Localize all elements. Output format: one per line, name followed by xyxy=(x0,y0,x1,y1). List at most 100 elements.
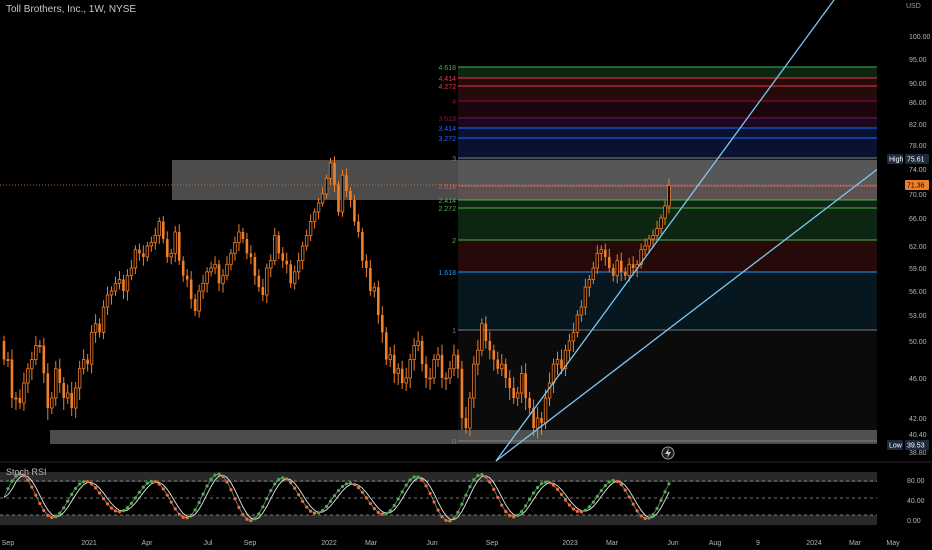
candle[interactable] xyxy=(555,351,560,376)
candle[interactable] xyxy=(472,356,476,408)
candle[interactable] xyxy=(98,318,101,338)
candle[interactable] xyxy=(38,340,42,354)
candle[interactable] xyxy=(333,156,336,193)
candle[interactable] xyxy=(189,271,193,309)
candle[interactable] xyxy=(392,344,396,383)
candle[interactable] xyxy=(504,358,508,388)
candle[interactable] xyxy=(424,356,428,388)
candle[interactable] xyxy=(289,259,293,288)
candle[interactable] xyxy=(205,267,209,293)
candle[interactable] xyxy=(452,344,456,377)
candle[interactable] xyxy=(615,254,619,284)
candle[interactable] xyxy=(73,382,78,418)
candle[interactable] xyxy=(667,178,671,214)
candle[interactable] xyxy=(591,261,596,285)
candle[interactable] xyxy=(237,224,241,252)
candle[interactable] xyxy=(93,314,98,343)
candle[interactable] xyxy=(651,229,655,248)
candle[interactable] xyxy=(42,337,46,383)
candle[interactable] xyxy=(324,174,329,199)
candle[interactable] xyxy=(519,365,524,403)
candle[interactable] xyxy=(145,241,150,262)
candle[interactable] xyxy=(353,194,356,226)
candle[interactable] xyxy=(448,360,452,384)
trendline-steep[interactable] xyxy=(495,0,835,462)
candle[interactable] xyxy=(416,331,420,352)
candle[interactable] xyxy=(157,217,161,244)
candle[interactable] xyxy=(500,353,504,377)
candle[interactable] xyxy=(253,252,257,285)
stoch-rsi-panel[interactable]: 80.00 40.00 0.00 xyxy=(0,461,932,525)
candle[interactable] xyxy=(571,322,576,353)
candle[interactable] xyxy=(388,347,392,367)
candle[interactable] xyxy=(369,259,372,296)
candle[interactable] xyxy=(153,227,158,250)
candle[interactable] xyxy=(142,245,145,266)
candle[interactable] xyxy=(169,248,173,265)
candle[interactable] xyxy=(345,168,348,197)
candle[interactable] xyxy=(524,363,527,410)
candle[interactable] xyxy=(563,344,568,377)
candle[interactable] xyxy=(149,236,154,252)
candle[interactable] xyxy=(496,351,500,375)
candle[interactable] xyxy=(133,245,138,275)
time-axis[interactable]: Sep 2021 Apr Jul Sep 2022 Mar Jun Sep 2023 Mar Jun A… xyxy=(2,540,900,547)
candle[interactable] xyxy=(480,318,484,356)
candle[interactable] xyxy=(599,245,604,261)
candle[interactable] xyxy=(285,252,289,274)
candle[interactable] xyxy=(377,280,380,324)
candle[interactable] xyxy=(320,187,325,207)
candle[interactable] xyxy=(241,227,245,244)
candle[interactable] xyxy=(400,360,404,389)
candle[interactable] xyxy=(540,412,543,436)
candle[interactable] xyxy=(197,284,201,318)
candle[interactable] xyxy=(245,233,249,260)
candle[interactable] xyxy=(201,274,205,299)
candle[interactable] xyxy=(396,363,400,385)
candle[interactable] xyxy=(607,248,611,273)
candle[interactable] xyxy=(663,200,667,225)
trendline-shallow[interactable] xyxy=(495,157,893,462)
candle[interactable] xyxy=(484,316,488,349)
candle[interactable] xyxy=(611,263,615,282)
candle[interactable] xyxy=(217,259,221,291)
candle[interactable] xyxy=(340,169,345,217)
candle[interactable] xyxy=(213,256,217,275)
candle[interactable] xyxy=(583,278,588,315)
candle[interactable] xyxy=(328,157,333,185)
candle[interactable] xyxy=(444,372,448,390)
candle[interactable] xyxy=(81,349,86,375)
candle[interactable] xyxy=(138,243,141,261)
candle[interactable] xyxy=(436,347,440,367)
candle[interactable] xyxy=(292,265,297,290)
candle[interactable] xyxy=(587,274,592,297)
candle[interactable] xyxy=(86,353,89,372)
candle[interactable] xyxy=(34,335,38,366)
candle[interactable] xyxy=(296,252,301,280)
candle[interactable] xyxy=(225,256,229,281)
candle[interactable] xyxy=(312,208,317,229)
candle[interactable] xyxy=(476,340,480,376)
candle[interactable] xyxy=(249,245,253,265)
candle[interactable] xyxy=(619,252,623,282)
candle[interactable] xyxy=(468,392,472,437)
candle[interactable] xyxy=(567,333,572,360)
candle[interactable] xyxy=(623,267,627,281)
candle[interactable] xyxy=(257,269,261,292)
candle[interactable] xyxy=(221,269,225,293)
candle[interactable] xyxy=(129,259,134,281)
candle[interactable] xyxy=(372,282,377,298)
candle[interactable] xyxy=(349,187,352,208)
candle[interactable] xyxy=(181,256,185,282)
candle[interactable] xyxy=(560,349,563,375)
candle[interactable] xyxy=(308,214,313,242)
candle[interactable] xyxy=(532,399,535,437)
candle[interactable] xyxy=(365,254,368,278)
candle[interactable] xyxy=(575,310,580,338)
candle[interactable] xyxy=(361,227,364,268)
candle[interactable] xyxy=(380,306,384,343)
candle[interactable] xyxy=(54,360,58,406)
candle[interactable] xyxy=(125,269,130,301)
candle[interactable] xyxy=(89,324,94,374)
candle[interactable] xyxy=(101,300,106,340)
